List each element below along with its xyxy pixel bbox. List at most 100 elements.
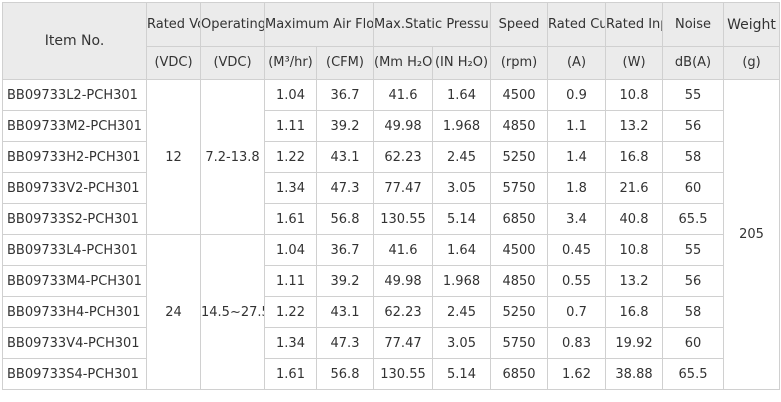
header-row: Item No.Rated VoltageOperating VoltageMa… [2,2,781,80]
value-cell: 3.4 [547,203,607,235]
table-head: Item No.Rated VoltageOperating VoltageMa… [2,2,781,80]
unit-cell: (Mm H₂O) [373,46,433,80]
header-cell: Rated Voltage [146,2,201,47]
header-cell: Noise [662,2,725,47]
value-cell: 38.88 [605,358,664,390]
item-no: BB09733H2-PCH301 [2,141,147,173]
value-cell: 1.22 [264,296,317,328]
value-cell: 60 [662,327,725,359]
item-no: BB09733S4-PCH301 [2,358,147,390]
value-cell: 1.64 [431,79,492,111]
header-cell: Weight [723,2,781,47]
value-cell: 5250 [490,141,549,173]
value-cell: 10.8 [605,234,664,266]
data-row: BB09733L4-PCH301 24 14.5~27.5 1.04 36.7 41.6 1… [2,234,780,390]
unit-cell: (CFM) [316,46,374,80]
data-row: BB09733M2-PCH301 1.11 39.2 49.98 1.968 4850 1.… [2,110,780,142]
header-cell: Maximum Air Flow [264,2,374,47]
value-cell: 10.8 [605,79,664,111]
data-row: BB09733S4-PCH301 1.61 56.8 130.55 5.14 6850 1.… [2,358,780,390]
value-cell: 4850 [490,110,549,142]
value-cell: 19.92 [605,327,664,359]
value-cell: 1.61 [264,358,317,390]
unit-cell: (g) [723,46,781,80]
data-row: BB09733M4-PCH301 1.11 39.2 49.98 1.968 4850 0.… [2,265,780,297]
header-cell: Item No. [2,2,147,80]
table-body: BB09733L2-PCH301 12 7.2-13.8 1.04 36.7 41.6 1.… [2,79,781,390]
value-cell: 43.1 [316,296,374,328]
item-no: BB09733M2-PCH301 [2,110,147,142]
value-cell: 1.64 [431,234,492,266]
data-row: BB09733L2-PCH301 12 7.2-13.8 1.04 36.7 41.6 1.… [2,79,781,390]
item-no: BB09733S2-PCH301 [2,203,147,235]
spec-table: Item No.Rated VoltageOperating VoltageMa… [2,2,781,390]
value-cell: 77.47 [373,172,433,204]
value-cell: 1.34 [264,327,317,359]
value-cell: 62.23 [373,296,433,328]
header-cell: Rated Current [547,2,607,47]
value-cell: 1.62 [547,358,607,390]
value-cell: 1.1 [547,110,607,142]
value-cell: 62.23 [373,141,433,173]
value-cell: 1.4 [547,141,607,173]
header-cell: Max.Static Pressure [372,2,492,47]
header-cell: Rated Input [605,2,664,47]
data-row: BB09733S2-PCH301 1.61 56.8 130.55 5.14 6850 3.… [2,203,780,235]
unit-row: (VDC) (VDC) (M³/hr) (CFM) (Mm H₂O) (IN H₂O) (r… [3,46,781,80]
value-cell: 60 [662,172,725,204]
value-cell: 56 [662,265,725,297]
value-cell: 3.05 [431,172,492,204]
value-cell: 0.9 [547,79,607,111]
value-cell: 49.98 [373,110,433,142]
item-no: BB09733L4-PCH301 [2,234,147,266]
item-no: BB09733V4-PCH301 [2,327,147,359]
unit-cell: (A) [547,46,607,80]
value-cell: 5250 [490,296,549,328]
value-cell: 1.04 [264,79,317,111]
value-cell: 39.2 [316,265,374,297]
value-cell: 41.6 [373,234,433,266]
value-cell: 56.8 [316,358,374,390]
value-cell: 56.8 [316,203,374,235]
unit-cell: (VDC) [146,46,201,80]
item-no: BB09733V2-PCH301 [2,172,147,204]
operating-voltage: 7.2-13.8 [200,79,265,235]
value-cell: 5.14 [431,358,492,390]
value-cell: 16.8 [605,141,664,173]
value-cell: 13.2 [605,110,664,142]
value-cell: 1.8 [547,172,607,204]
value-cell: 130.55 [373,203,433,235]
item-no: BB09733L2-PCH301 [2,79,147,111]
value-cell: 56 [662,110,725,142]
unit-cell: dB(A) [662,46,725,80]
value-cell: 55 [662,79,725,111]
value-cell: 1.968 [431,110,492,142]
unit-cell: (M³/hr) [264,46,317,80]
header-cell: Operating Voltage [200,2,265,47]
data-row: BB09733H2-PCH301 1.22 43.1 62.23 2.45 5250 1.4… [2,141,780,173]
rated-voltage: 12 [146,79,201,235]
operating-voltage: 14.5~27.5 [200,234,265,390]
value-cell: 6850 [490,358,549,390]
value-cell: 65.5 [662,203,725,235]
value-cell: 130.55 [373,358,433,390]
unit-cell: (W) [605,46,664,80]
value-cell: 1.04 [264,234,317,266]
value-cell: 3.05 [431,327,492,359]
value-cell: 39.2 [316,110,374,142]
value-cell: 1.34 [264,172,317,204]
value-cell: 65.5 [662,358,725,390]
value-cell: 4500 [490,234,549,266]
value-cell: 13.2 [605,265,664,297]
value-cell: 36.7 [316,79,374,111]
value-cell: 21.6 [605,172,664,204]
value-cell: 58 [662,141,725,173]
value-cell: 55 [662,234,725,266]
value-cell: 0.7 [547,296,607,328]
value-cell: 47.3 [316,327,374,359]
value-cell: 43.1 [316,141,374,173]
value-cell: 4850 [490,265,549,297]
item-no: BB09733H4-PCH301 [2,296,147,328]
value-cell: 47.3 [316,172,374,204]
